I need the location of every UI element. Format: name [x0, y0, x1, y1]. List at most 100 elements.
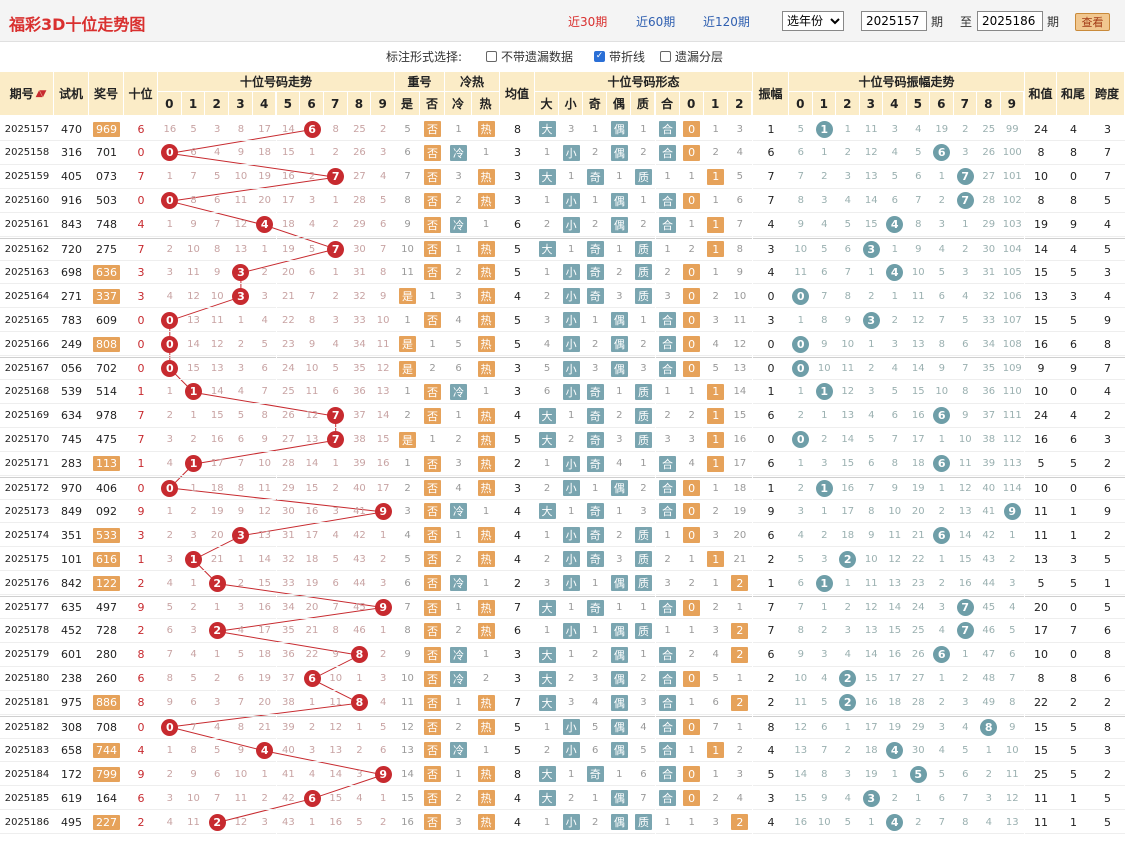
no-miss-data-checkbox[interactable]: 不带遗漏数据 [486, 48, 573, 65]
hot-cell: 1 [472, 142, 500, 165]
checkbox-box[interactable] [486, 51, 497, 62]
trend-miss-cell: 13 [205, 357, 230, 380]
sumtail-cell: 1 [1057, 500, 1090, 524]
amp-cell: 1 [753, 118, 789, 141]
checkbox-box[interactable] [660, 51, 671, 62]
trend-digit-header: 7 [323, 92, 348, 116]
amp-miss-cell: 2 [883, 309, 907, 333]
miss-value: 1 [332, 266, 339, 278]
miss-value: 9 [214, 266, 221, 278]
miss-value: 6 [736, 195, 744, 207]
odd-cell: 奇 [583, 763, 608, 787]
test-cell: 635 [54, 596, 89, 619]
miss-value: 1 [688, 625, 695, 637]
miss-value: 13 [864, 625, 878, 637]
hot-cell: 热 [472, 118, 500, 141]
amp-miss-cell: 5 [883, 381, 907, 404]
miss-value: 2 [640, 673, 647, 685]
from-issue-input[interactable] [861, 11, 927, 31]
amp-ball: 7 [956, 192, 974, 210]
prize-cell: 122 [89, 572, 124, 596]
big-cell: 大 [535, 429, 560, 452]
amp-miss-cell: 42 [977, 524, 1001, 548]
miss-value: 2 [640, 219, 647, 231]
amp-miss-cell: 32 [977, 285, 1001, 309]
prize-number: 227 [93, 814, 120, 830]
miss-layer-checkbox[interactable]: 遗漏分层 [660, 48, 723, 65]
recent-120-link[interactable]: 近120期 [703, 15, 750, 29]
trend-miss-cell: 2 [323, 214, 348, 237]
recent-30-link[interactable]: 近30期 [568, 15, 608, 29]
miss-value: 109 [1002, 363, 1022, 374]
view-button[interactable]: 查看 [1075, 13, 1110, 31]
tag: 是 [399, 336, 416, 353]
amp-miss-cell: 114 [1000, 476, 1024, 500]
miss-value: 45 [982, 602, 996, 613]
miss-value: 1 [567, 768, 575, 780]
ten-cell: 4 [124, 214, 158, 237]
amp-miss-cell: 10 [789, 668, 813, 691]
amp-miss-cell: 11 [859, 572, 883, 596]
cold-cell: 冷 [445, 739, 472, 763]
miss-value: 108 [1002, 338, 1022, 350]
miss-value: 7 [237, 458, 245, 470]
miss-value: 2 [962, 243, 969, 255]
tag: 0 [683, 144, 701, 161]
prime-cell: 7 [631, 787, 656, 811]
small-cell: 小 [559, 357, 584, 380]
amp-miss-cell: 2 [836, 692, 860, 715]
sum-cell: 19 [1025, 214, 1057, 237]
miss-value: 1 [379, 529, 387, 541]
amp-miss-cell: 45 [977, 596, 1001, 619]
tag: 合 [659, 503, 677, 520]
prime-cell: 质 [631, 285, 656, 309]
year-select[interactable]: 选年份 [782, 11, 844, 31]
miss-value: 2 [214, 673, 221, 685]
repeat-no-cell: 否 [420, 405, 445, 428]
miss-value: 25 [911, 625, 925, 637]
miss-value: 1 [821, 505, 828, 517]
odd-cell: 2 [583, 333, 608, 357]
test-cell: 452 [54, 620, 89, 643]
tag: 小 [562, 480, 580, 496]
prime-cell: 1 [631, 453, 656, 476]
prize-cell: 113 [89, 453, 124, 476]
trend-miss-cell: 32 [347, 285, 372, 309]
to-issue-input[interactable] [977, 11, 1043, 31]
repeat-yes-cell: 8 [395, 620, 420, 643]
miss-value: 16 [888, 649, 902, 661]
checkbox-box[interactable]: ✓ [594, 51, 605, 62]
amp-miss-cell: 15 [883, 620, 907, 643]
test-cell: 698 [54, 261, 89, 285]
miss-value: 9 [868, 529, 875, 541]
cold-cell: 1 [445, 763, 472, 787]
sort-icon[interactable]: ▲▼ [35, 88, 47, 99]
amp-miss-cell: 2 [930, 190, 954, 213]
amp-cell: 6 [753, 142, 789, 165]
tag: 热 [477, 480, 495, 496]
miss-value: 1 [891, 243, 898, 255]
miss-value: 4 [166, 577, 174, 589]
span-cell: 3 [1090, 118, 1125, 141]
trend-line-checkbox[interactable]: ✓ 带折线 [594, 48, 645, 65]
ten-cell: 0 [124, 715, 158, 739]
small-cell: 1 [559, 644, 584, 667]
miss-value: 4 [962, 721, 969, 733]
odd-cell: 奇 [583, 166, 608, 189]
amp-miss-cell: 11 [859, 118, 883, 141]
miss-value: 22 [281, 314, 295, 326]
recent-60-link[interactable]: 近60期 [636, 15, 676, 29]
sumtail-cell: 5 [1057, 763, 1090, 787]
trend-miss-cell: 9 [371, 285, 395, 309]
prime-cell: 3 [631, 692, 656, 715]
trend-miss-cell: 5 [323, 357, 348, 380]
tag: 合 [659, 216, 677, 233]
prime-cell: 质 [631, 429, 656, 452]
tag: 热 [477, 790, 495, 807]
miss-value: 1 [712, 195, 719, 207]
miss-value: 14 [329, 768, 343, 780]
miss-value: 9 [736, 266, 744, 278]
miss-value: 10 [187, 243, 200, 255]
miss-value: 1 [736, 673, 744, 685]
amp-miss-cell: 4 [883, 214, 907, 237]
